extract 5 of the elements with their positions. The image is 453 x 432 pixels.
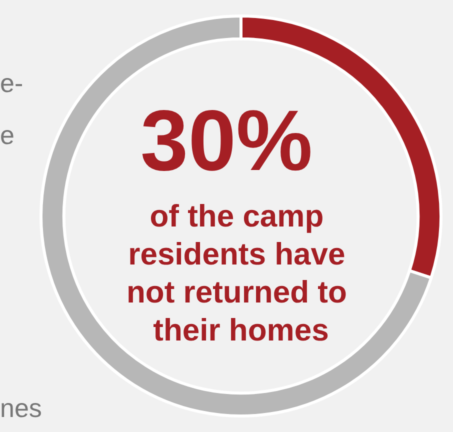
text: e-: [0, 68, 24, 98]
text: nes: [0, 393, 42, 423]
data-label: 30%: [140, 93, 313, 189]
text: e: [0, 120, 14, 150]
text: of the camp residents have not returned to their homes: [126, 198, 356, 348]
